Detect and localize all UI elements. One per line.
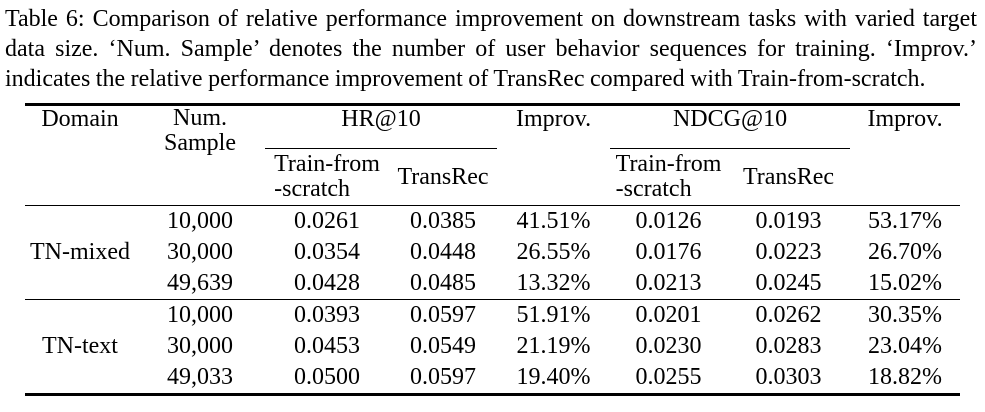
cell-num-sample: 30,000 [167,333,233,359]
subheader-hr-transrec: TransRec [397,163,489,190]
cell-ndcg-transrec: 0.0245 [755,270,822,296]
cell-hr-train-from-scratch: 0.0261 [294,208,360,234]
cell-hr-transrec: 0.0448 [410,239,476,265]
table-row: TN-text 10,000 0.0393 0.0597 51.91% 0.02… [25,300,960,359]
table-caption: Table 6: Comparison of relative performa… [0,0,985,94]
cell-hr-improv: 26.55% [516,239,591,265]
table-row: 30,000 0.0354 0.0448 26.55% 0.0176 0.022… [25,237,960,268]
cell-hr-transrec: 0.0597 [410,364,476,390]
cell-num-sample: 10,000 [167,208,233,234]
subheader-ndcg-transrec: TransRec [742,163,835,190]
cell-hr-train-from-scratch: 0.0354 [294,239,360,265]
group-header-hr10: HR@10 [265,104,498,149]
header-row-top: Domain Num. Sample HR@10 Improv. NDCG@10… [25,104,960,156]
domain-label: TN-text [42,333,118,359]
group-header-ndcg10: NDCG@10 [610,104,851,149]
cell-ndcg-improv: 18.82% [868,364,943,390]
num-sample-line2: Sample [164,130,236,156]
table-row: 49,033 0.0500 0.0597 19.40% 0.0255 0.030… [25,362,960,395]
header-row-sub: Train-from -scratch TransRec Train-from -s… [25,149,960,206]
cell-hr-transrec: 0.0597 [410,302,476,328]
cell-ndcg-improv: 23.04% [868,333,943,359]
cell-ndcg-train-from-scratch: 0.0126 [635,208,702,234]
hr-tfs-label: Train-from -scratch [274,152,380,202]
ndcg-tfs-line1: Train-from [615,151,722,177]
cell-num-sample: 49,033 [167,364,233,390]
ndcg-tfs-label: Train-from -scratch [616,152,722,202]
table-row: 49,639 0.0428 0.0485 13.32% 0.0213 0.024… [25,268,960,300]
caption-line-1: Table 6: Comparison of relative performa… [5,6,977,32]
cell-hr-train-from-scratch: 0.0500 [294,364,360,390]
table-row: 30,000 0.0453 0.0549 21.19% 0.0230 0.028… [25,331,960,362]
cell-ndcg-transrec: 0.0193 [755,208,822,234]
hr-tfs-line1: Train-from [274,151,380,177]
column-header-num-sample: Num. Sample [135,105,265,206]
cell-ndcg-improv: 15.02% [868,270,943,296]
group-tn-text: TN-text 10,000 0.0393 0.0597 51.91% 0.02… [25,299,961,395]
cell-hr-transrec: 0.0549 [410,333,476,359]
cell-ndcg-train-from-scratch: 0.0201 [635,302,702,328]
cell-ndcg-transrec: 0.0262 [755,302,822,328]
cell-ndcg-train-from-scratch: 0.0255 [635,364,702,390]
cell-ndcg-transrec: 0.0283 [755,333,822,359]
table-header: Domain Num. Sample HR@10 Improv. NDCG@10… [25,104,961,206]
cell-hr-train-from-scratch: 0.0453 [294,333,360,359]
cell-num-sample: 30,000 [167,239,233,265]
cell-ndcg-transrec: 0.0223 [755,239,822,265]
cell-ndcg-improv: 26.70% [868,239,943,265]
cell-num-sample: 10,000 [167,302,233,328]
cell-ndcg-improv: 53.17% [868,208,943,234]
cell-hr-train-from-scratch: 0.0428 [294,270,360,296]
cell-hr-improv: 21.19% [516,333,591,359]
cell-ndcg-transrec: 0.0303 [755,364,822,390]
column-header-improv-ndcg: Improv. [867,106,943,132]
cell-hr-improv: 41.51% [516,208,591,234]
cell-ndcg-train-from-scratch: 0.0176 [635,239,702,265]
cell-hr-transrec: 0.0385 [410,208,476,234]
cell-hr-improv: 13.32% [516,270,591,296]
cell-ndcg-train-from-scratch: 0.0213 [635,270,702,296]
results-table: Domain Num. Sample HR@10 Improv. NDCG@10… [25,103,961,396]
column-header-improv-hr: Improv. [515,106,592,132]
num-sample-line1: Num. [173,105,227,131]
table-row: TN-mixed 10,000 0.0261 0.0385 41.51% 0.0… [25,206,960,265]
cell-ndcg-train-from-scratch: 0.0230 [635,333,702,359]
caption-line-2: data size. ‘Num. Sample’ denotes the num… [5,36,977,62]
cell-hr-train-from-scratch: 0.0393 [294,302,360,328]
column-header-domain: Domain [41,106,119,132]
cell-ndcg-improv: 30.35% [868,302,943,328]
cell-hr-improv: 19.40% [516,364,591,390]
cell-hr-transrec: 0.0485 [410,270,476,296]
group-tn-mixed: TN-mixed 10,000 0.0261 0.0385 41.51% 0.0… [25,206,960,300]
ndcg-tfs-line2: -scratch [615,176,692,202]
cell-num-sample: 49,639 [167,270,233,296]
cell-hr-improv: 51.91% [516,302,591,328]
caption-line-3: indicates the relative performance impro… [5,66,926,92]
subheader-hr-train-from-scratch: Train-from -scratch [265,149,389,206]
subheader-ndcg-train-from-scratch: Train-from -scratch [610,149,727,206]
hr-tfs-line2: -scratch [274,176,351,202]
domain-label: TN-mixed [30,239,130,265]
